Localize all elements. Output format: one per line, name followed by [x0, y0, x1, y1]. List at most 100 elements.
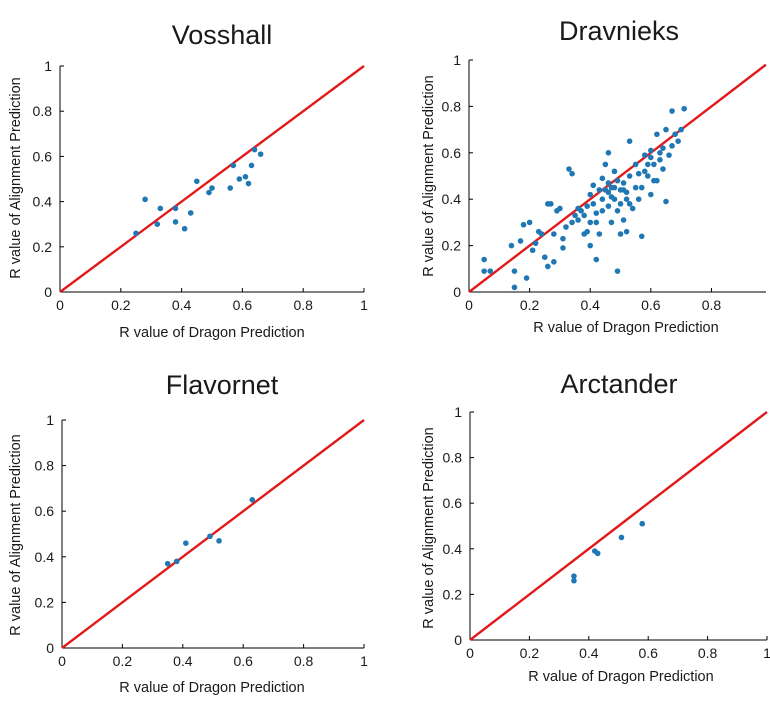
data-point [669, 143, 675, 149]
data-point [608, 184, 615, 191]
data-point [678, 126, 684, 133]
x-tick-label: 0.4 [579, 645, 599, 661]
x-tick-label: 0.6 [638, 645, 658, 661]
data-point [587, 191, 594, 198]
data-point [248, 162, 255, 169]
data-point [657, 150, 663, 156]
data-point [209, 185, 215, 191]
y-axis-label: R value of Alignment Prediction [8, 434, 24, 636]
data-point [566, 166, 572, 172]
data-point [599, 175, 606, 182]
identity-line [469, 411, 768, 641]
data-point [508, 242, 515, 249]
data-point [648, 191, 654, 198]
data-point [641, 168, 648, 175]
data-point [617, 201, 624, 207]
y-tick-label: 1 [453, 52, 461, 68]
y-tick-label: 0.8 [33, 103, 53, 119]
data-point [672, 131, 678, 138]
y-tick-label: 0.6 [35, 503, 55, 519]
plot-area: 0 0.2 0.4 0.6 0.8 1 0 0.2 0.4 0.6 0.8 1 [33, 58, 369, 313]
data-point [560, 235, 566, 242]
data-point [481, 256, 487, 263]
data-point [548, 201, 554, 207]
data-point [666, 152, 672, 158]
data-point [632, 184, 639, 191]
data-point [245, 180, 252, 187]
y-tick-label: 0.2 [33, 239, 53, 255]
data-point [194, 178, 200, 185]
data-point [157, 205, 164, 212]
data-point [541, 254, 548, 260]
data-point [575, 205, 581, 212]
x-axis-label: R value of Dragon Prediction [533, 320, 718, 336]
y-tick-label: 0.6 [442, 145, 462, 161]
data-point [639, 520, 646, 527]
x-tick-label: 0.6 [233, 653, 253, 669]
y-tick-label: 0 [453, 284, 461, 300]
chart-title: Arctander [560, 369, 677, 399]
y-tick-label: 0 [454, 632, 462, 648]
y-tick-label: 0.2 [35, 594, 55, 610]
y-tick-label: 0.2 [443, 586, 463, 602]
data-point [593, 256, 600, 263]
data-point [596, 231, 603, 237]
y-tick-label: 0.8 [443, 450, 463, 466]
data-point [569, 170, 575, 177]
data-point [605, 203, 612, 209]
x-tick-label: 1 [360, 653, 368, 669]
data-point [571, 577, 577, 584]
data-point [669, 108, 675, 114]
data-point [251, 146, 258, 153]
data-point [587, 242, 594, 249]
data-point [481, 268, 487, 274]
plot-area: 0 0.2 0.4 0.6 0.8 0 0.2 0.4 0.6 0.8 1 [442, 52, 767, 313]
data-point [572, 212, 578, 219]
plot-area: 0 0.2 0.4 0.6 0.8 1 0 0.2 0.4 0.6 0.8 1 [35, 412, 369, 669]
data-point [551, 231, 557, 237]
panel-arctander: Arctander R value of Alignment Predictio… [421, 369, 770, 685]
data-point [638, 184, 645, 191]
data-point [648, 154, 654, 161]
data-point [164, 560, 171, 567]
data-point [230, 162, 237, 169]
data-point [605, 150, 612, 156]
y-tick-label: 0.4 [443, 541, 463, 557]
y-tick-label: 0.4 [442, 191, 462, 207]
x-tick-label: 1 [360, 297, 368, 313]
data-point [605, 180, 612, 186]
data-point [207, 533, 213, 540]
plot-area: 0 0.2 0.4 0.6 0.8 1 0 0.2 0.4 0.6 0.8 1 [443, 404, 770, 661]
data-point [608, 219, 615, 226]
data-point [657, 156, 663, 163]
x-tick-label: 0 [466, 645, 474, 661]
data-point [183, 540, 189, 546]
data-point [648, 147, 654, 154]
data-point [560, 245, 566, 251]
x-tick-label: 0.2 [520, 297, 540, 313]
y-tick-label: 0.4 [33, 194, 53, 210]
data-point [590, 182, 597, 189]
y-axis-label: R value of Alignment Prediction [421, 427, 437, 629]
x-tick-label: 0.8 [293, 297, 313, 313]
chart-title: Flavornet [166, 370, 279, 400]
data-point [172, 219, 179, 225]
data-point [620, 217, 627, 223]
data-point [563, 224, 569, 230]
y-axis-label: R value of Alignment Prediction [8, 77, 24, 279]
data-point [638, 233, 645, 240]
data-point [599, 196, 606, 202]
data-point [249, 497, 256, 503]
x-tick-label: 0 [56, 297, 64, 313]
chart-title: Vosshall [172, 20, 273, 50]
data-point [623, 196, 630, 202]
x-tick-label: 0.6 [233, 297, 253, 313]
x-axis-label: R value of Dragon Prediction [528, 669, 713, 685]
data-point [584, 203, 590, 209]
data-point [651, 161, 657, 168]
data-point [654, 131, 660, 138]
data-point [557, 205, 563, 212]
data-point [181, 225, 188, 232]
x-tick-label: 0.4 [580, 297, 600, 313]
data-point [623, 228, 630, 235]
